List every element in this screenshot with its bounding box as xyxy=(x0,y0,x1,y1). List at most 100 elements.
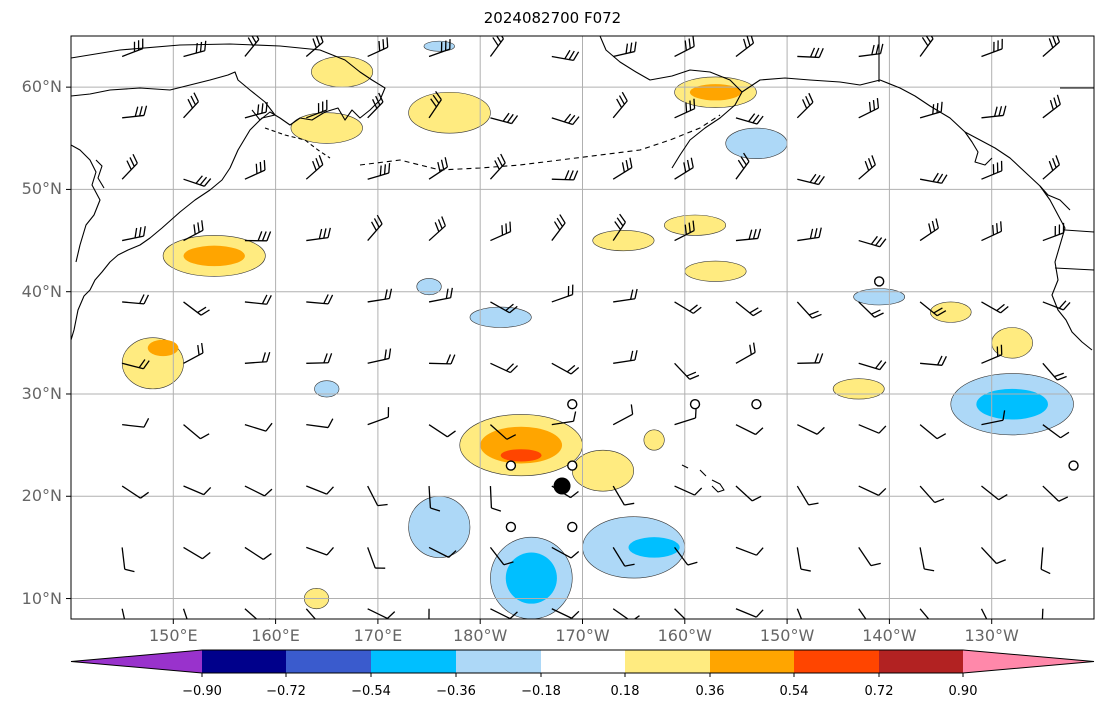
wind-barb xyxy=(920,355,947,366)
chart-title: 2024082700 F072 xyxy=(483,9,622,27)
negative-anomaly-area xyxy=(725,127,788,160)
longitude-label: 150°W xyxy=(759,626,815,645)
wind-barb xyxy=(183,40,207,58)
wind-barb xyxy=(183,175,212,187)
wind-barb xyxy=(428,157,449,180)
wind-barb xyxy=(428,608,430,619)
open-circle-marker xyxy=(751,399,762,410)
positive-anomaly-area xyxy=(643,429,665,451)
wind-barb xyxy=(981,301,1009,314)
wind-barb xyxy=(735,546,764,556)
wind-barb xyxy=(919,172,948,184)
wind-barb xyxy=(1042,362,1067,381)
wind-barb xyxy=(981,221,1003,242)
wind-barb xyxy=(244,102,268,119)
positive-anomaly-area xyxy=(664,214,727,236)
wind-barb xyxy=(305,608,317,619)
wind-barb xyxy=(735,152,750,180)
wind-barb xyxy=(1042,36,1061,57)
graticule xyxy=(71,36,1094,619)
colorbar-segment xyxy=(879,650,963,673)
colorbar-segment xyxy=(625,650,710,673)
wind-barb xyxy=(306,546,334,556)
wind-barb xyxy=(428,216,446,242)
wind-barb xyxy=(674,36,695,58)
storm-center-marker xyxy=(553,477,571,495)
wind-barb xyxy=(612,485,635,506)
wind-barb xyxy=(121,38,144,58)
wind-barb xyxy=(490,608,518,619)
wind-barb xyxy=(183,92,200,119)
positive-anomaly-area xyxy=(500,449,542,462)
wind-barb xyxy=(797,424,825,435)
longitude-label: 130°W xyxy=(964,626,1019,645)
longitude-label: 170°W xyxy=(555,626,610,645)
colorbar-tick-label: −0.72 xyxy=(266,684,306,699)
wind-barb xyxy=(367,547,386,569)
wind-barb xyxy=(121,547,135,573)
wind-barb xyxy=(981,485,1008,501)
longitude-label: 160°E xyxy=(251,626,300,645)
colorbar-segment xyxy=(371,650,456,673)
latitude-label: 20°N xyxy=(21,486,62,506)
wind-barb xyxy=(674,301,702,314)
wind-barb xyxy=(428,91,442,119)
colorbar xyxy=(70,649,1095,677)
wind-barb xyxy=(551,170,579,181)
positive-anomaly-area xyxy=(147,339,179,357)
observation-markers xyxy=(505,276,1079,533)
wind-barb xyxy=(858,301,884,318)
wind-barb xyxy=(735,608,764,618)
colorbar-tick-label: 0.54 xyxy=(779,684,809,699)
wind-barb xyxy=(183,342,204,364)
open-circle-marker xyxy=(873,276,885,287)
map-area xyxy=(71,36,1094,619)
wind-barb xyxy=(306,99,328,119)
wind-barb xyxy=(182,608,188,619)
longitude-label: 170°E xyxy=(353,626,403,645)
wind-barb xyxy=(551,284,574,303)
wind-barb xyxy=(613,350,638,364)
colorbar-segment xyxy=(456,650,541,673)
wind-barb xyxy=(428,485,441,512)
wind-barb xyxy=(244,608,271,619)
wind-barb xyxy=(797,227,822,242)
wind-barb xyxy=(981,160,1003,180)
wind-barb xyxy=(858,424,887,434)
wind-barb xyxy=(858,43,884,58)
wind-barb xyxy=(858,547,881,567)
wind-barb xyxy=(858,98,880,119)
wind-barb xyxy=(858,360,887,371)
colorbar-tick-label: 0.36 xyxy=(695,684,725,699)
wind-barb xyxy=(981,38,1003,58)
latitude-label: 60°N xyxy=(21,77,62,97)
wind-barb xyxy=(612,404,634,426)
wind-barb xyxy=(490,221,512,242)
negative-anomaly-area xyxy=(423,40,455,52)
wind-barb xyxy=(919,101,943,119)
wind-barb xyxy=(121,153,138,180)
negative-anomaly-area xyxy=(408,495,471,558)
wind-barb xyxy=(551,411,577,426)
wind-barb xyxy=(121,359,150,370)
open-circle-marker xyxy=(567,460,578,471)
negative-anomaly-area xyxy=(628,537,680,558)
wind-barb xyxy=(244,422,273,432)
open-circle-marker xyxy=(567,521,578,533)
open-circle-marker xyxy=(505,460,517,471)
wind-barb xyxy=(1041,608,1044,619)
wind-barb xyxy=(919,301,947,317)
wind-barb xyxy=(796,301,822,319)
wind-barb xyxy=(797,47,824,59)
negative-anomaly-area xyxy=(416,278,442,296)
wind-barb xyxy=(674,407,697,426)
wind-barb xyxy=(490,362,518,374)
longitude-label: 140°W xyxy=(862,626,917,645)
open-circle-marker xyxy=(505,521,517,533)
colorbar-tick-label: 0.18 xyxy=(610,684,640,699)
wind-barb xyxy=(919,424,947,440)
wind-barb xyxy=(919,608,930,619)
wind-barb xyxy=(735,113,764,125)
wind-barb xyxy=(858,485,887,496)
